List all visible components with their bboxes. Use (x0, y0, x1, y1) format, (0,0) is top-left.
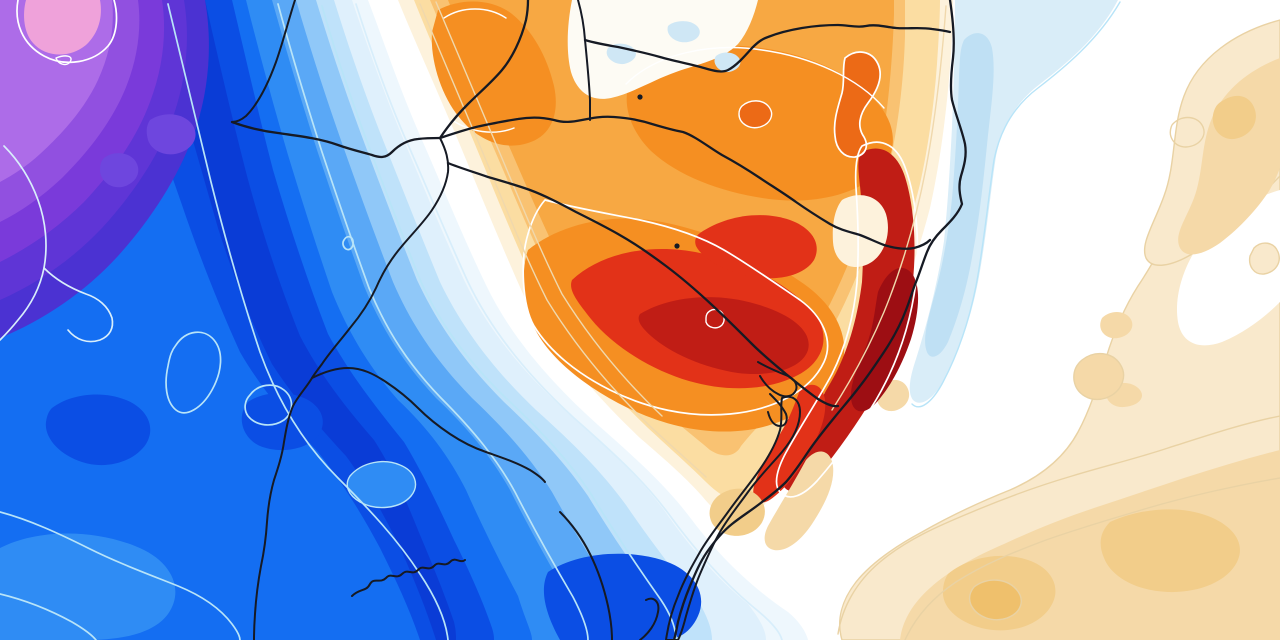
contour-cyan-front-inner (277, 3, 589, 640)
border-state-north (438, 115, 932, 250)
cool-spot-1 (667, 21, 700, 43)
ocean-tan-spot-northeast (1212, 95, 1256, 140)
contour-cyan-west-branch (43, 267, 114, 343)
warm-sector (398, 0, 953, 551)
contour-sand-fringe-1 (419, 3, 707, 478)
ocean-tan-spot-mid (1073, 353, 1125, 400)
cold-dark-patch-1 (45, 394, 151, 466)
reservoir-squiggle (351, 558, 466, 597)
contour-white-orange-arc-1 (625, 46, 885, 109)
contour-cyan-southwest-short (0, 593, 97, 640)
contour-tan-ocean-ring (1169, 116, 1205, 148)
borders-and-rivers (230, 0, 967, 640)
city-dot-1 (637, 94, 643, 100)
ocean-white-bay (1176, 190, 1280, 346)
purple-patch-island-1 (146, 114, 196, 155)
contour-white-orange-arc-2 (443, 8, 515, 133)
border-northeast-branch (438, 0, 530, 140)
city-dot-2 (674, 243, 680, 249)
purple-patch-island-2 (100, 153, 139, 188)
red-deep-central (638, 297, 809, 375)
contour-white-pink-tail (55, 55, 72, 66)
coastal-tan-strip (764, 451, 834, 551)
contour-white-coastal-ring (775, 141, 919, 498)
lagoa-mirim (639, 597, 660, 640)
river-from-north (231, 0, 296, 123)
contour-sand-coastward (831, 5, 947, 411)
guaiba-inlets (757, 361, 798, 427)
cream-patch-inland (832, 195, 888, 268)
border-north-to-coast (583, 23, 952, 73)
river-vertical-north (577, 0, 591, 121)
pink-core (24, 0, 101, 55)
border-west-segment (230, 120, 442, 159)
hot-spot-small (738, 100, 773, 129)
lagoa-dos-patos (665, 395, 801, 640)
jaguarao-river (559, 511, 613, 640)
white-band-top (567, 0, 758, 99)
contour-cyan-closed-2 (244, 384, 293, 426)
cold-light-patch-small (346, 461, 417, 509)
contour-tan-ocean-1 (837, 415, 1280, 635)
ocean-tan-inner-northeast (1178, 58, 1280, 255)
contour-cyan-southwest-long (0, 511, 241, 640)
coastal-tan-blob (709, 488, 765, 536)
contour-tan-ocean-2 (904, 477, 1280, 640)
contour-cyan-closed-1 (165, 331, 222, 414)
ocean-tan-spot-small-1 (1100, 312, 1133, 339)
ocean-tan-core-spot (968, 579, 1022, 621)
ocean-tan-island-in-bay (1248, 242, 1280, 275)
contour-blue-band-edge (911, 1, 1121, 408)
river-ibicui (311, 367, 546, 483)
cold-light-patch-corner (0, 533, 176, 640)
contour-sand-fringe-2 (435, 1, 663, 417)
red-core-north-lobe (695, 215, 817, 279)
ocean-tan-blob-a (1100, 509, 1240, 593)
contour-cyan-front-mid (321, 5, 677, 640)
contour-white-pink-ring (16, 0, 118, 64)
contour-cyan-front-outer (355, 3, 783, 640)
contour-cyan-closed-3 (342, 235, 354, 251)
cold-sector (0, 0, 808, 640)
